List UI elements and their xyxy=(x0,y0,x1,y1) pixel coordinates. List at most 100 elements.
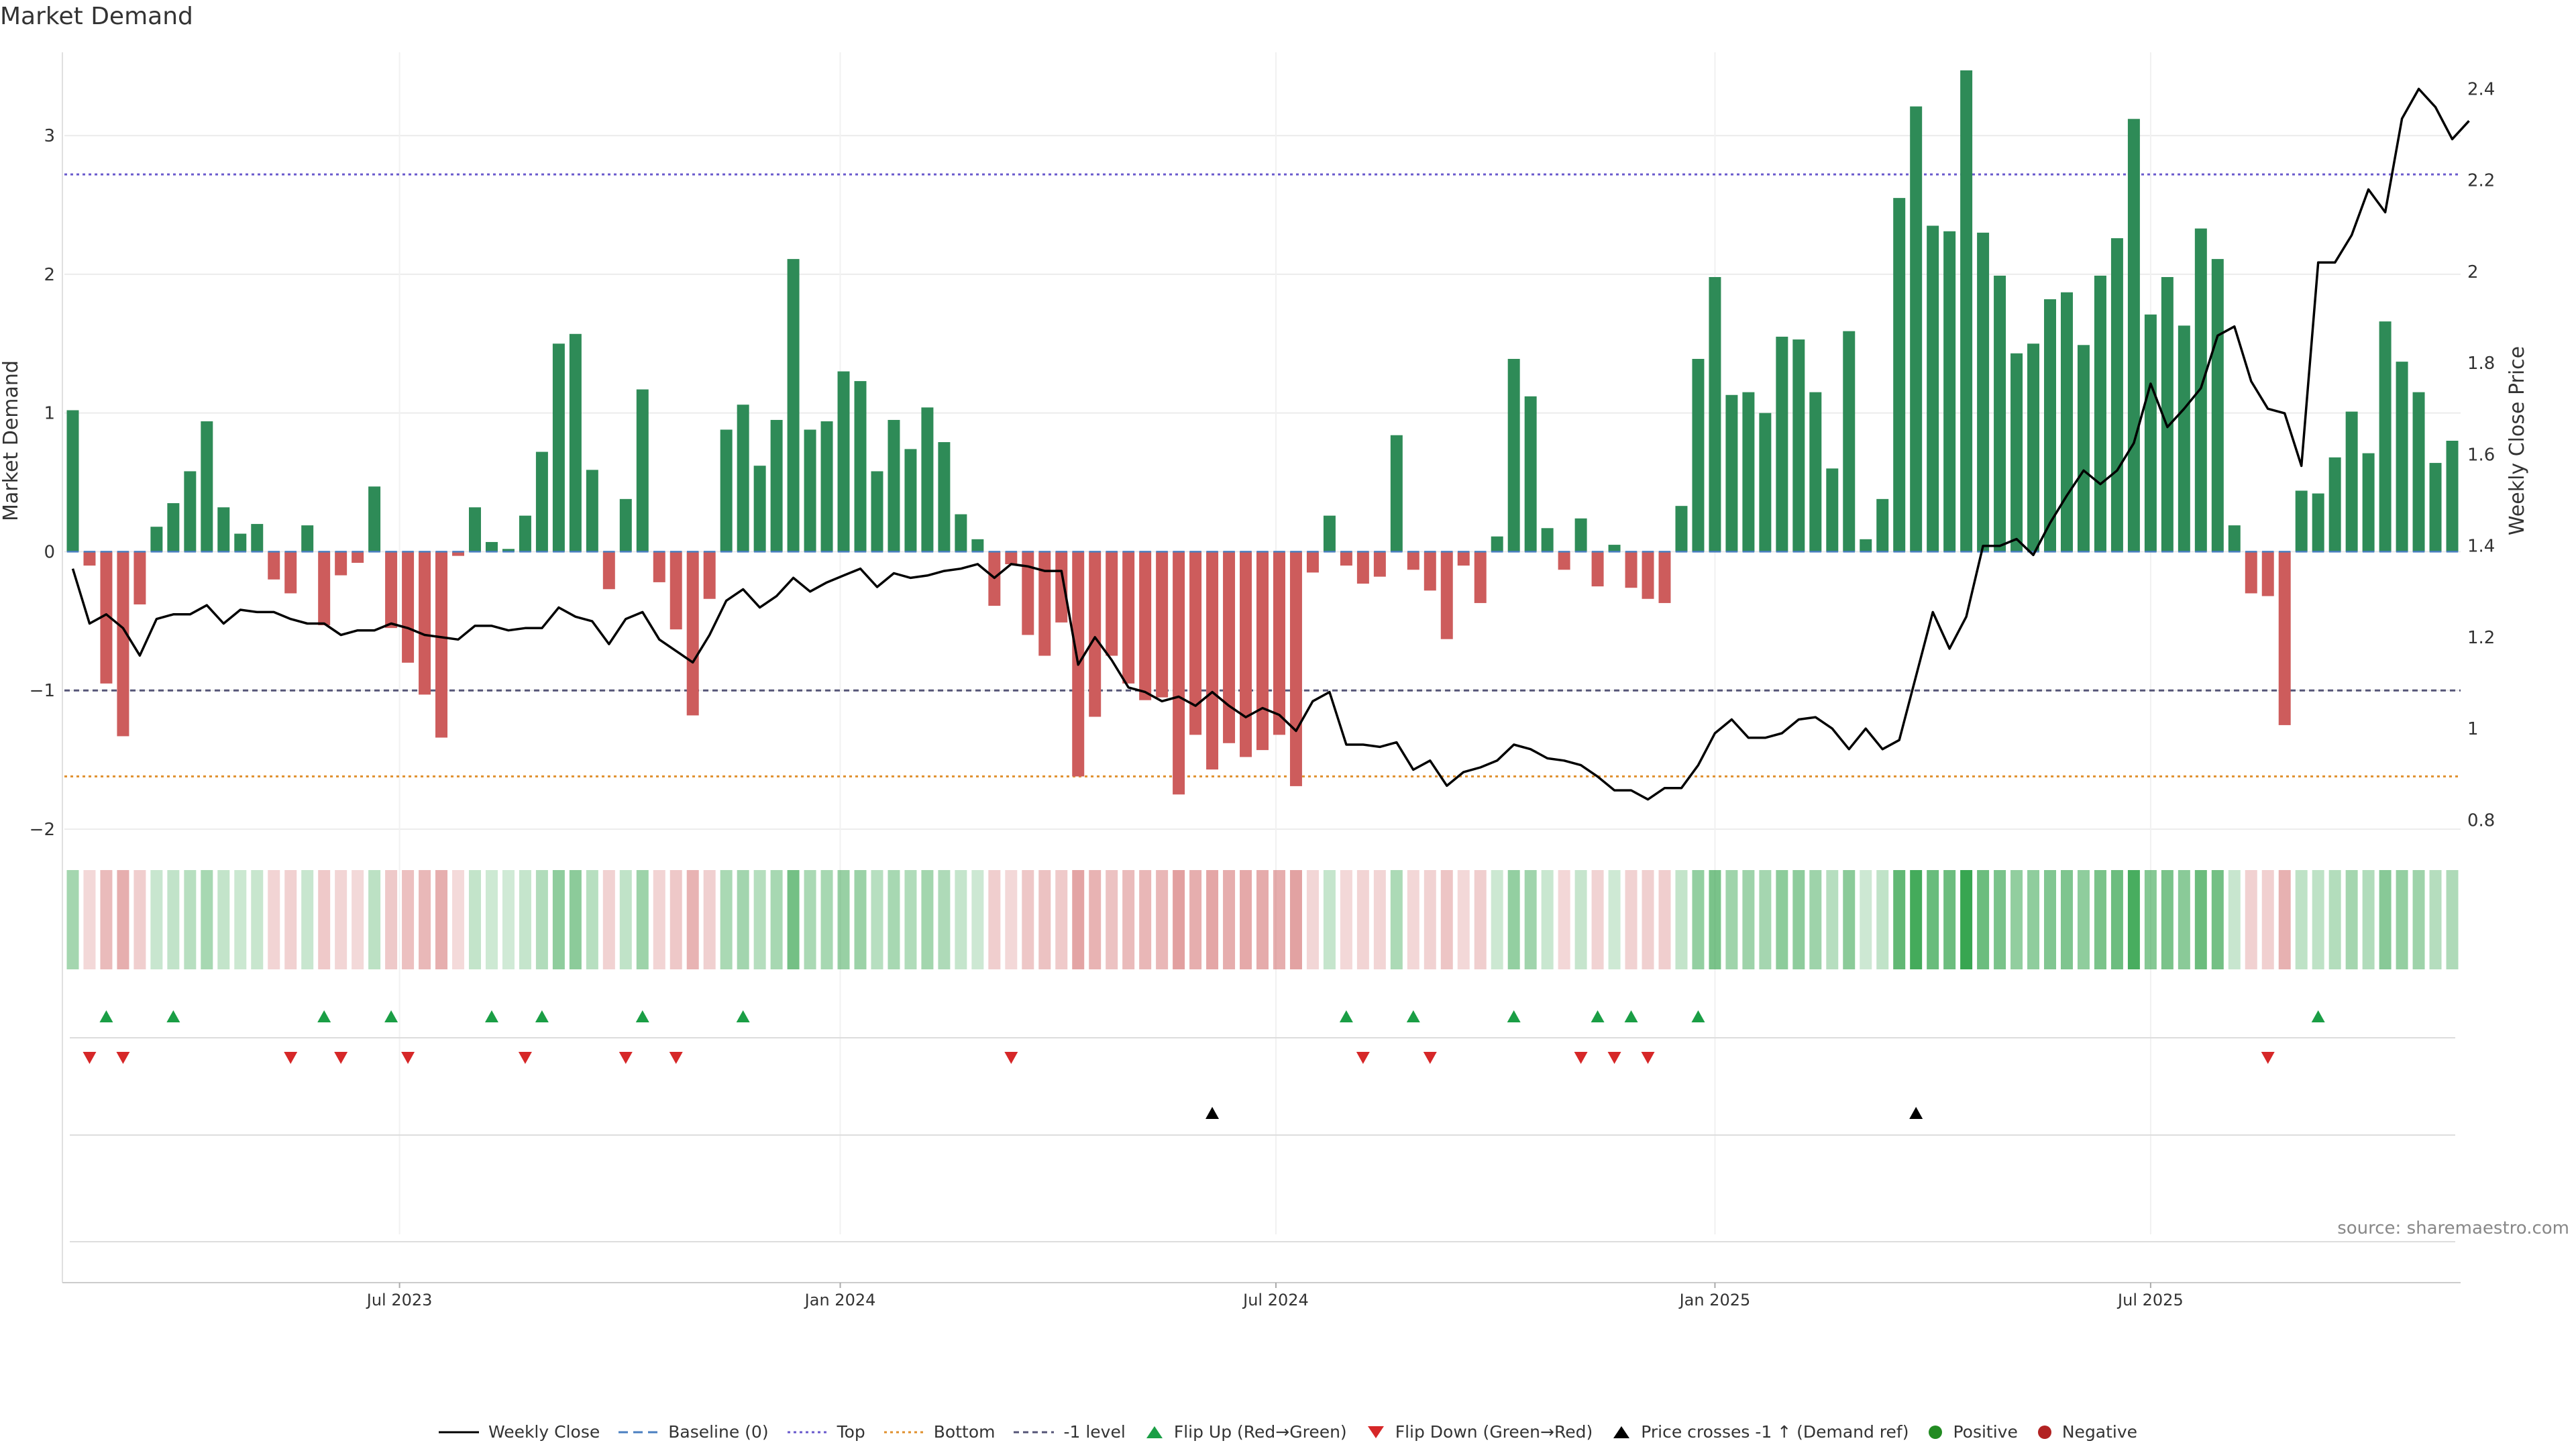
flip-up-marker xyxy=(484,1010,498,1022)
demand-bar xyxy=(636,389,649,552)
y2-tick-label: 0.8 xyxy=(2467,810,2495,830)
price-cross-marker xyxy=(1909,1107,1923,1119)
demand-bar xyxy=(820,421,833,552)
demand-bar xyxy=(753,466,766,552)
demand-bar xyxy=(2161,276,2174,552)
intensity-cell xyxy=(1072,870,1085,969)
flip-down-marker xyxy=(116,1052,130,1064)
intensity-cell xyxy=(1625,870,1638,969)
intensity-cell xyxy=(1977,870,1990,969)
demand-bar xyxy=(1440,551,1453,639)
demand-bar xyxy=(737,405,749,552)
y2-tick-label: 1.2 xyxy=(2467,628,2495,648)
demand-bar xyxy=(66,410,79,552)
demand-bar xyxy=(1223,551,1236,743)
intensity-cell xyxy=(1005,870,1018,969)
demand-bar xyxy=(1356,551,1369,584)
demand-bar xyxy=(1742,392,1755,552)
demand-bar xyxy=(669,551,682,630)
intensity-cell xyxy=(66,870,79,969)
intensity-cell xyxy=(1692,870,1705,969)
intensity-cell xyxy=(1457,870,1470,969)
demand-bar xyxy=(2127,119,2140,552)
demand-bar xyxy=(468,507,481,552)
intensity-cell xyxy=(1608,870,1621,969)
intensity-cell xyxy=(184,870,197,969)
demand-bar xyxy=(519,515,531,552)
intensity-cell xyxy=(1759,870,1772,969)
intensity-cell xyxy=(921,870,934,969)
triangle-up-icon xyxy=(1146,1426,1163,1438)
demand-bar xyxy=(117,551,129,737)
intensity-cell xyxy=(2312,870,2324,969)
intensity-cell xyxy=(1189,870,1202,969)
y-axis-title: Market Demand xyxy=(0,360,23,521)
intensity-cell xyxy=(519,870,531,969)
x-tick-label: Jan 2025 xyxy=(1678,1291,1751,1309)
demand-bar xyxy=(2261,551,2274,596)
intensity-cell xyxy=(1323,870,1336,969)
flip-down-marker xyxy=(284,1052,298,1064)
intensity-cell xyxy=(988,870,1001,969)
intensity-cell xyxy=(1407,870,1419,969)
x-tick-label: Jul 2025 xyxy=(2116,1291,2184,1309)
intensity-cell xyxy=(1826,870,1839,969)
flip-down-marker xyxy=(518,1052,532,1064)
demand-bar xyxy=(1089,551,1102,717)
y-tick-label: 0 xyxy=(44,542,55,562)
legend-label: Positive xyxy=(1953,1422,2018,1442)
legend-label: Price crosses -1 ↑ (Demand ref) xyxy=(1641,1422,1909,1442)
legend-item-top: Top xyxy=(787,1422,865,1442)
legend-label: -1 level xyxy=(1063,1422,1126,1442)
intensity-cell xyxy=(150,870,163,969)
demand-bar xyxy=(1122,551,1135,684)
demand-bar xyxy=(419,551,431,695)
demand-bar xyxy=(1256,551,1269,751)
demand-bar xyxy=(2211,259,2224,552)
demand-bar xyxy=(1106,551,1118,656)
intensity-cell xyxy=(2328,870,2341,969)
intensity-cell xyxy=(2211,870,2224,969)
intensity-cell xyxy=(2194,870,2207,969)
demand-bar xyxy=(1240,551,1252,757)
demand-bar xyxy=(301,525,314,552)
demand-bar xyxy=(1491,536,1503,552)
demand-bar xyxy=(1927,225,1939,552)
flip-down-marker xyxy=(334,1052,348,1064)
demand-bar xyxy=(2328,457,2341,552)
demand-bar xyxy=(1005,551,1018,565)
intensity-cell xyxy=(2245,870,2257,969)
flip-up-marker xyxy=(166,1010,180,1022)
intensity-cell xyxy=(284,870,297,969)
intensity-cell xyxy=(468,870,481,969)
intensity-cell xyxy=(234,870,247,969)
intensity-cell xyxy=(1994,870,2006,969)
demand-bar xyxy=(770,419,783,552)
intensity-cell xyxy=(1289,870,1302,969)
y2-tick-label: 2 xyxy=(2467,262,2479,282)
intensity-cell xyxy=(268,870,280,969)
demand-bar xyxy=(2061,292,2073,552)
intensity-cell xyxy=(569,870,582,969)
demand-bar xyxy=(955,514,967,552)
intensity-cell xyxy=(485,870,498,969)
flip-down-marker xyxy=(619,1052,633,1064)
demand-bar xyxy=(1541,528,1554,552)
y-tick-label: 3 xyxy=(44,126,55,146)
intensity-cell xyxy=(117,870,129,969)
intensity-cell xyxy=(1373,870,1386,969)
intensity-cell xyxy=(535,870,548,969)
demand-bar xyxy=(184,471,197,552)
intensity-cell xyxy=(301,870,314,969)
flip-up-marker xyxy=(635,1010,649,1022)
demand-bar xyxy=(2194,228,2207,552)
y-tick-label: −2 xyxy=(30,820,55,840)
intensity-cell xyxy=(1524,870,1537,969)
demand-bar xyxy=(1289,551,1302,786)
flip-down-marker xyxy=(1574,1052,1588,1064)
intensity-cell xyxy=(2077,870,2090,969)
intensity-cell xyxy=(1860,870,1872,969)
demand-bar xyxy=(2429,463,2442,552)
legend-item-positive: Positive xyxy=(1927,1422,2018,1442)
